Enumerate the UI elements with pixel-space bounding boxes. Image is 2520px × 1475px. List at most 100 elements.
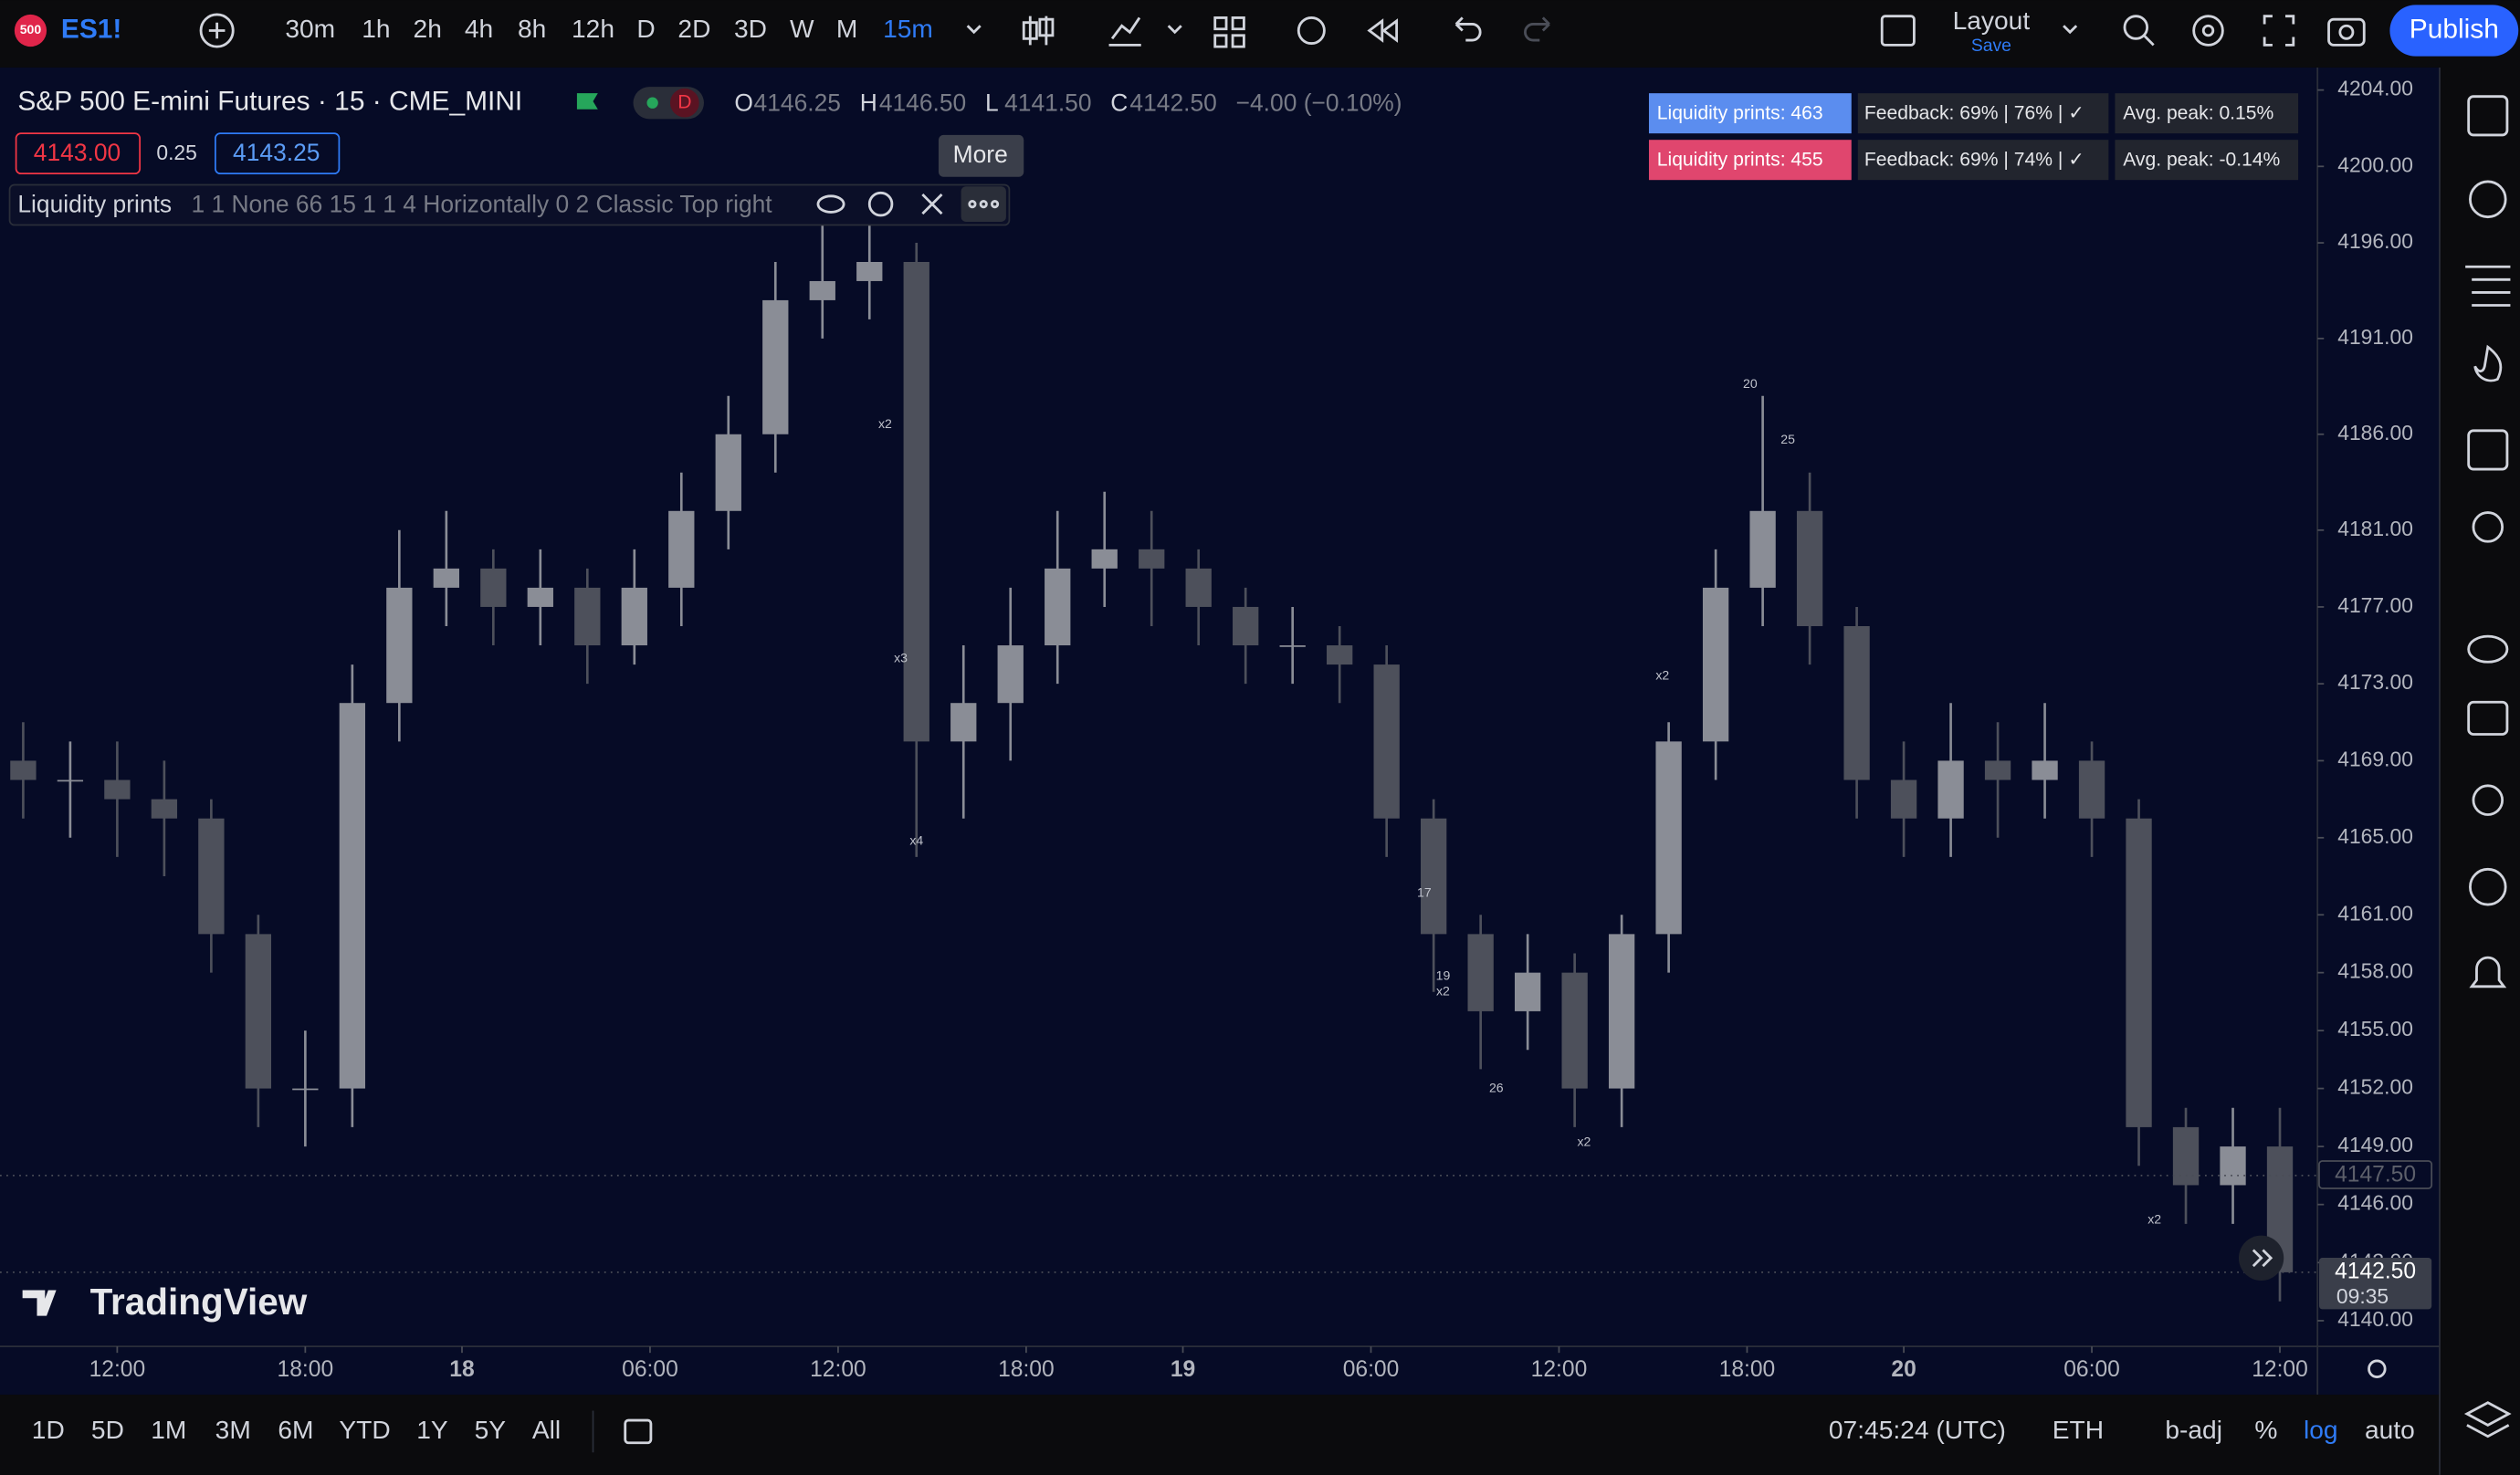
ohlc-value: 4142.50 — [1129, 89, 1216, 116]
alerts-icon[interactable] — [2469, 180, 2507, 219]
calendar-icon[interactable] — [2467, 429, 2509, 471]
auto-toggle[interactable]: auto — [2365, 1416, 2415, 1444]
hotlist-icon[interactable] — [2473, 344, 2503, 382]
interval[interactable]: W — [790, 15, 814, 43]
clock[interactable]: 07:45:24 (UTC) — [1829, 1416, 2006, 1444]
bid-box[interactable] — [15, 132, 142, 175]
settings-icon[interactable] — [2192, 15, 2224, 47]
interval[interactable]: M — [836, 15, 857, 43]
interval[interactable]: 30m — [285, 15, 335, 43]
interval[interactable]: 4h — [465, 15, 493, 43]
candle-body — [668, 510, 695, 588]
scale-settings-icon[interactable] — [2368, 1359, 2387, 1378]
layout-label[interactable]: Layout — [1953, 6, 2031, 35]
candle-body — [1233, 606, 1259, 646]
more-button[interactable] — [961, 186, 1006, 222]
range[interactable]: All — [532, 1416, 561, 1444]
flag-icon[interactable] — [576, 93, 598, 110]
chart-type-icon[interactable] — [1022, 16, 1055, 46]
ideas-icon[interactable] — [2472, 511, 2504, 543]
fullscreen-icon[interactable] — [2263, 15, 2295, 47]
broadcast-icon[interactable] — [2469, 867, 2507, 906]
symbol[interactable]: ES1! — [61, 14, 122, 44]
dropdown-icon[interactable] — [2063, 25, 2078, 35]
interval-group: 30m 1h 2h 4h 8h 12h D 2D 3D W M 15m — [285, 15, 933, 43]
interval[interactable]: 8h — [518, 15, 546, 43]
object-tree-icon[interactable] — [2465, 265, 2511, 307]
eye-icon[interactable] — [816, 194, 845, 214]
range[interactable]: 3M — [215, 1416, 251, 1444]
messages-icon[interactable] — [2467, 700, 2509, 736]
close-icon[interactable] — [921, 194, 943, 215]
indicator-row[interactable] — [8, 183, 1011, 226]
search-icon — [2143, 34, 2155, 47]
interval[interactable]: 15m — [883, 15, 933, 43]
x-tick-label: 12:00 — [89, 1357, 146, 1382]
candle-body — [2078, 760, 2105, 819]
candle-body — [2126, 818, 2152, 1127]
ohlc-value: 4146.25 — [754, 89, 841, 116]
range[interactable]: 1Y — [416, 1416, 448, 1444]
notifications-icon[interactable] — [2469, 956, 2507, 989]
templates-icon[interactable] — [1213, 16, 1245, 48]
change: −4.00 (−0.10%) — [1236, 89, 1402, 116]
range[interactable]: 1D — [32, 1416, 65, 1444]
candle-body — [997, 645, 1024, 704]
session[interactable]: ETH — [2053, 1416, 2104, 1444]
alert-icon[interactable] — [1297, 16, 1326, 45]
interval[interactable]: 2h — [414, 15, 442, 43]
percent-toggle[interactable]: % — [2254, 1416, 2277, 1444]
log-toggle[interactable]: log — [2304, 1416, 2338, 1444]
undo-icon[interactable] — [1454, 16, 1482, 42]
candle-body — [198, 818, 225, 935]
price-tag — [2318, 1160, 2433, 1189]
snapshot-icon[interactable] — [2327, 17, 2366, 47]
dropdown-icon[interactable] — [1167, 25, 1182, 35]
candle-body — [386, 587, 413, 704]
x-tick-label: 19 — [1171, 1357, 1195, 1382]
adjustment[interactable]: b-adj — [2165, 1416, 2222, 1444]
watchlist-icon[interactable] — [2467, 95, 2509, 137]
annotation: 17 — [1417, 885, 1432, 900]
layout-icon[interactable] — [1880, 15, 1916, 47]
range[interactable]: 5D — [91, 1416, 124, 1444]
stats-cell — [1648, 93, 1852, 134]
range[interactable]: 5Y — [475, 1416, 507, 1444]
stats-prints: Liquidity prints: 455 — [1657, 150, 1823, 171]
layers-icon[interactable] — [2463, 1401, 2512, 1438]
interval[interactable]: 12h — [572, 15, 614, 43]
range[interactable]: YTD — [339, 1416, 390, 1444]
search-icon[interactable] — [2123, 15, 2149, 40]
x-tick-label: 18:00 — [1719, 1357, 1776, 1382]
range[interactable]: 1M — [151, 1416, 186, 1444]
settings-icon — [2201, 24, 2215, 37]
interval[interactable]: 3D — [734, 15, 767, 43]
indicator-params: 1 1 None 66 15 1 1 4 Horizontally 0 2 Cl… — [191, 190, 772, 217]
publish-button[interactable] — [2389, 5, 2519, 57]
scroll-icon — [2252, 1249, 2273, 1268]
watermark-logo — [22, 1290, 57, 1316]
data-badge-label: D — [677, 91, 691, 112]
goto-date-icon[interactable] — [624, 1418, 653, 1445]
ask-box[interactable] — [214, 132, 341, 175]
candle-body — [1467, 934, 1494, 1011]
candle-body — [1139, 549, 1165, 569]
redo-icon[interactable] — [1524, 16, 1550, 42]
indicators-icon[interactable] — [1108, 16, 1141, 47]
y-tick-label: 4146.00 — [2337, 1191, 2413, 1215]
y-tick-label: 4155.00 — [2337, 1017, 2413, 1041]
symbol-logo[interactable] — [14, 14, 47, 47]
dropdown-icon[interactable] — [966, 25, 982, 35]
x-tick-label: 18:00 — [278, 1357, 334, 1382]
interval[interactable]: D — [636, 15, 655, 43]
chats-icon[interactable] — [2467, 634, 2509, 664]
interval[interactable]: 2D — [677, 15, 710, 43]
range[interactable]: 6M — [278, 1416, 313, 1444]
annotation: x2 — [1436, 984, 1450, 999]
streams-icon[interactable] — [2472, 784, 2504, 816]
add-symbol-icon[interactable] — [199, 13, 235, 48]
settings-icon[interactable] — [867, 191, 894, 217]
replay-icon[interactable] — [1367, 18, 1399, 43]
interval[interactable]: 1h — [362, 15, 390, 43]
